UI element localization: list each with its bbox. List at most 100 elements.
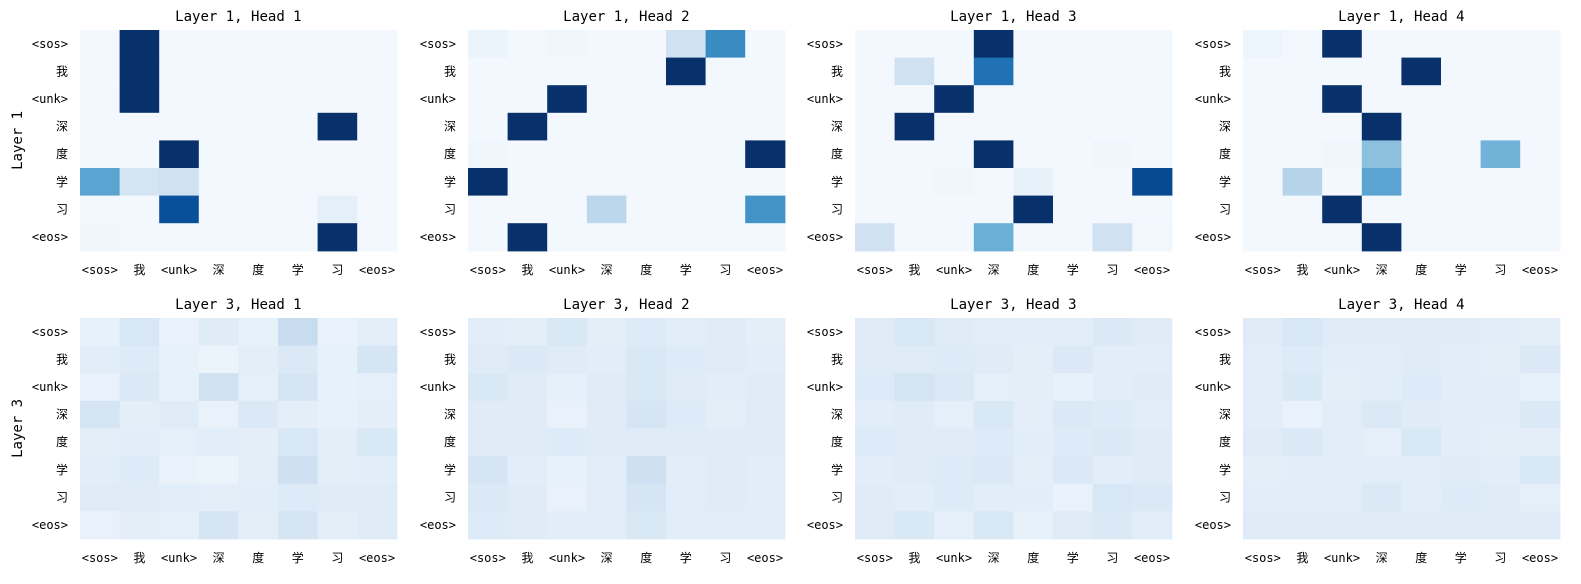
heatmap-cell <box>159 57 200 86</box>
heatmap-cell <box>745 112 786 141</box>
heatmap-cell <box>468 195 509 224</box>
y-tick-label: 习 <box>56 202 68 216</box>
heatmap-cell <box>855 30 896 59</box>
heatmap-cell <box>80 112 121 141</box>
heatmap-cell <box>934 112 975 141</box>
x-tick-label: <unk> <box>549 263 585 277</box>
heatmap-cell <box>468 223 509 252</box>
heatmap-cell <box>1013 373 1054 402</box>
panel-title: Layer 1, Head 3 <box>950 9 1076 25</box>
heatmap-cell <box>705 85 746 114</box>
heatmap-cell <box>894 30 935 59</box>
heatmap-cell <box>119 223 160 252</box>
heatmap-cell <box>547 483 588 512</box>
heatmap-cell <box>1441 112 1482 141</box>
heatmap-cell <box>1520 223 1561 252</box>
heatmap-cell <box>1361 318 1402 347</box>
x-tick-label: <eos> <box>747 263 783 277</box>
heatmap-cell <box>705 373 746 402</box>
heatmap-cell <box>934 373 975 402</box>
heatmap-cell <box>507 195 548 224</box>
heatmap-cell <box>468 428 509 457</box>
heatmap-cell <box>278 511 319 540</box>
y-tick-label: 学 <box>1219 174 1231 189</box>
heatmap-cell <box>666 195 707 224</box>
heatmap-cell <box>745 85 786 114</box>
heatmap-cell <box>626 168 667 197</box>
heatmap-cell <box>855 112 896 141</box>
heatmap-cell <box>1092 428 1133 457</box>
heatmap-cell <box>159 318 200 347</box>
heatmap-cell <box>1361 428 1402 457</box>
heatmap-cell <box>1322 168 1363 197</box>
heatmap-cell <box>934 168 975 197</box>
heatmap-cell <box>1480 85 1521 114</box>
heatmap-cell <box>1013 195 1054 224</box>
y-tick-label: 习 <box>1219 202 1231 216</box>
heatmap-cell <box>1053 428 1094 457</box>
y-tick-label: <sos> <box>1195 37 1231 51</box>
heatmap-cell <box>1441 511 1482 540</box>
heatmap-cell <box>745 318 786 347</box>
heatmap-cell <box>973 456 1014 485</box>
x-tick-label: <sos> <box>82 263 118 277</box>
heatmap-cell <box>357 456 398 485</box>
x-tick-label: 学 <box>680 550 692 565</box>
heatmap-cell <box>278 57 319 86</box>
panel-title: Layer 1, Head 4 <box>1338 9 1464 25</box>
heatmap-cell <box>1132 345 1173 374</box>
heatmap-cell <box>973 483 1014 512</box>
heatmap-cell <box>238 195 279 224</box>
heatmap-cell <box>1441 140 1482 169</box>
x-tick-label: <unk> <box>936 551 972 565</box>
heatmap-cell <box>80 85 121 114</box>
y-tick-label: <eos> <box>807 230 843 244</box>
heatmap-panel: Layer 1, Head 3<sos>我<unk>深度学习<eos><sos>… <box>807 9 1173 277</box>
heatmap-cell <box>468 400 509 429</box>
heatmap-cell <box>894 483 935 512</box>
heatmap-cell <box>238 223 279 252</box>
heatmap-cell <box>1361 140 1402 169</box>
heatmap-cell <box>1361 400 1402 429</box>
heatmap-cell <box>1132 373 1173 402</box>
heatmap-cell <box>1092 30 1133 59</box>
y-tick-label: <sos> <box>32 37 68 51</box>
heatmap-cell <box>547 223 588 252</box>
heatmap-cell <box>1361 195 1402 224</box>
heatmap-cell <box>317 195 358 224</box>
heatmap-cell <box>1013 30 1054 59</box>
heatmap-cell <box>1282 373 1323 402</box>
heatmap-cell <box>745 373 786 402</box>
heatmap-cell <box>317 318 358 347</box>
heatmap-cell <box>586 345 627 374</box>
heatmap-cell <box>1322 195 1363 224</box>
x-tick-label: 深 <box>213 551 225 565</box>
heatmap-cell <box>1282 195 1323 224</box>
heatmap-cell <box>1480 373 1521 402</box>
heatmap-cell <box>1520 195 1561 224</box>
heatmap-cell <box>1282 112 1323 141</box>
heatmap-cell <box>198 57 239 86</box>
heatmap-cell <box>1092 112 1133 141</box>
heatmap-cell <box>119 428 160 457</box>
heatmap-cell <box>626 223 667 252</box>
heatmap-cell <box>745 168 786 197</box>
heatmap-cell <box>1092 223 1133 252</box>
heatmap-cell <box>1053 456 1094 485</box>
y-tick-label: 我 <box>1219 352 1231 366</box>
heatmap-cell <box>317 140 358 169</box>
panel-title: Layer 3, Head 1 <box>175 297 301 313</box>
heatmap-cell <box>198 456 239 485</box>
row-label: Layer 1 <box>10 111 26 170</box>
heatmap-cell <box>586 57 627 86</box>
y-tick-label: 学 <box>56 174 68 189</box>
heatmap-cell <box>1282 318 1323 347</box>
heatmap-cell <box>1243 456 1284 485</box>
heatmap-cell <box>666 511 707 540</box>
y-tick-label: 度 <box>1219 434 1231 449</box>
heatmap-cell <box>1282 483 1323 512</box>
heatmap-cell <box>1243 57 1284 86</box>
heatmap-cell <box>586 511 627 540</box>
heatmap-cell <box>1132 30 1173 59</box>
heatmap-cell <box>1282 140 1323 169</box>
